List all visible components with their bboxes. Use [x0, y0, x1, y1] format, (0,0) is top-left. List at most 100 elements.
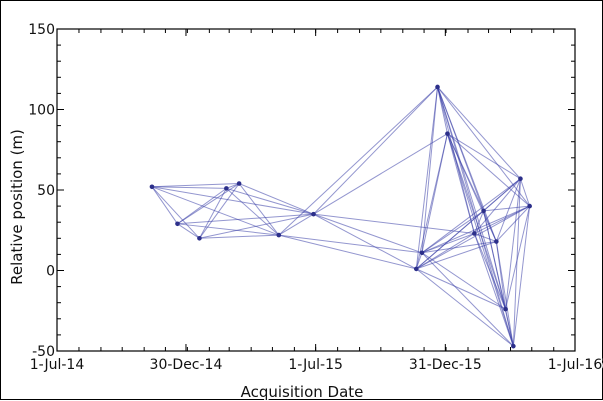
network-edge: [151, 183, 240, 188]
network-edge: [437, 86, 521, 180]
network-edge: [151, 186, 227, 189]
network-edge: [495, 241, 514, 347]
acquisition-point: [481, 208, 486, 214]
acquisition-point: [472, 231, 477, 236]
network-edge: [505, 205, 531, 310]
network-edge: [474, 205, 530, 234]
x-tick-label: 30-Dec-14: [150, 357, 223, 373]
network-edge: [447, 133, 521, 180]
network-edge: [483, 205, 530, 212]
network-edge: [446, 133, 497, 242]
y-tick-label: 50: [37, 183, 55, 199]
network-edge: [226, 187, 314, 215]
network-edge: [447, 133, 530, 207]
network-edge: [495, 205, 531, 242]
acquisition-point: [236, 181, 242, 186]
network-edge: [421, 86, 439, 253]
acquisition-point: [276, 232, 282, 238]
network-edge: [416, 268, 506, 310]
x-tick-label: 1-Jul-14: [30, 357, 85, 373]
network-edge: [238, 183, 314, 215]
node-layer: [149, 84, 532, 349]
network-edge: [177, 213, 314, 225]
network-edge: [313, 213, 475, 234]
network-edge: [177, 223, 279, 236]
network-edge: [238, 183, 280, 236]
network-edge: [151, 186, 279, 236]
acquisition-point: [149, 184, 155, 190]
network-edge: [226, 188, 280, 236]
network-edge: [177, 223, 200, 239]
network-edge: [437, 86, 497, 242]
network-edge: [421, 233, 475, 254]
network-edge: [483, 178, 521, 212]
network-edge: [512, 178, 521, 347]
network-edge: [278, 213, 314, 236]
acquisition-point: [413, 266, 419, 272]
network-edge: [278, 234, 417, 270]
acquisition-point: [224, 186, 229, 191]
network-edge: [512, 206, 531, 347]
network-edge: [446, 133, 514, 347]
acquisition-point: [435, 84, 440, 90]
x-tick-label: 1-Jul-16: [548, 357, 603, 373]
x-axis-title: Acquisition Date: [241, 383, 364, 401]
network-edge: [421, 252, 514, 347]
network-edge: [151, 186, 178, 225]
network-edge: [495, 178, 521, 242]
network-edge: [199, 183, 240, 239]
acquisition-point: [197, 236, 202, 241]
network-edge: [421, 178, 521, 254]
network-edge: [313, 213, 417, 270]
network-edge: [415, 268, 514, 347]
x-tick-label: 31-Dec-15: [409, 357, 482, 373]
network-edge: [151, 186, 200, 239]
acquisition-point: [175, 221, 180, 227]
edge-layer: [151, 86, 531, 347]
network-edge: [313, 86, 438, 215]
network-edge: [473, 233, 507, 310]
acquisition-point: [527, 203, 532, 209]
network-edge: [313, 133, 448, 215]
network-edge: [473, 178, 521, 234]
acquisition-point: [445, 131, 450, 136]
network-edge: [416, 205, 530, 270]
network-edge: [278, 86, 438, 236]
network-edge: [421, 133, 448, 253]
acquisition-point: [419, 250, 425, 256]
network-edge: [505, 178, 521, 310]
network-edge: [473, 233, 514, 347]
acquisition-point: [511, 343, 516, 349]
network-edge: [437, 86, 514, 347]
x-tick-label: 1-Jul-15: [288, 357, 343, 373]
network-edge: [519, 178, 531, 207]
y-tick-label: 150: [28, 22, 55, 38]
network-edge: [446, 133, 507, 310]
network-edge: [483, 210, 497, 242]
plot-area: [56, 28, 576, 352]
network-edge: [278, 234, 422, 254]
network-edge: [198, 188, 227, 239]
x-axis: 1-Jul-14 30-Dec-14 1-Jul-15 31-Dec-15 1-Jul-…: [28, 29, 603, 375]
network-edge: [313, 213, 423, 254]
network-edge: [199, 234, 279, 239]
y-axis: -50 0 50 100 150: [27, 21, 575, 362]
network-edge: [421, 252, 506, 310]
network-edge: [199, 213, 314, 239]
y-tick-label: 100: [28, 103, 55, 119]
acquisition-point: [503, 306, 508, 312]
y-tick-label: -50: [32, 344, 55, 360]
network-edge: [416, 241, 497, 270]
acquisition-point: [518, 176, 523, 182]
network-edge: [415, 86, 439, 269]
network-edge: [446, 133, 475, 234]
network-edge: [473, 210, 485, 234]
acquisition-point: [494, 239, 499, 244]
y-axis-title: Relative position (m): [8, 129, 26, 285]
network-edge: [505, 309, 514, 347]
y-tick-label: 0: [46, 264, 55, 280]
network-edge: [151, 186, 314, 215]
network-edge: [474, 233, 497, 242]
